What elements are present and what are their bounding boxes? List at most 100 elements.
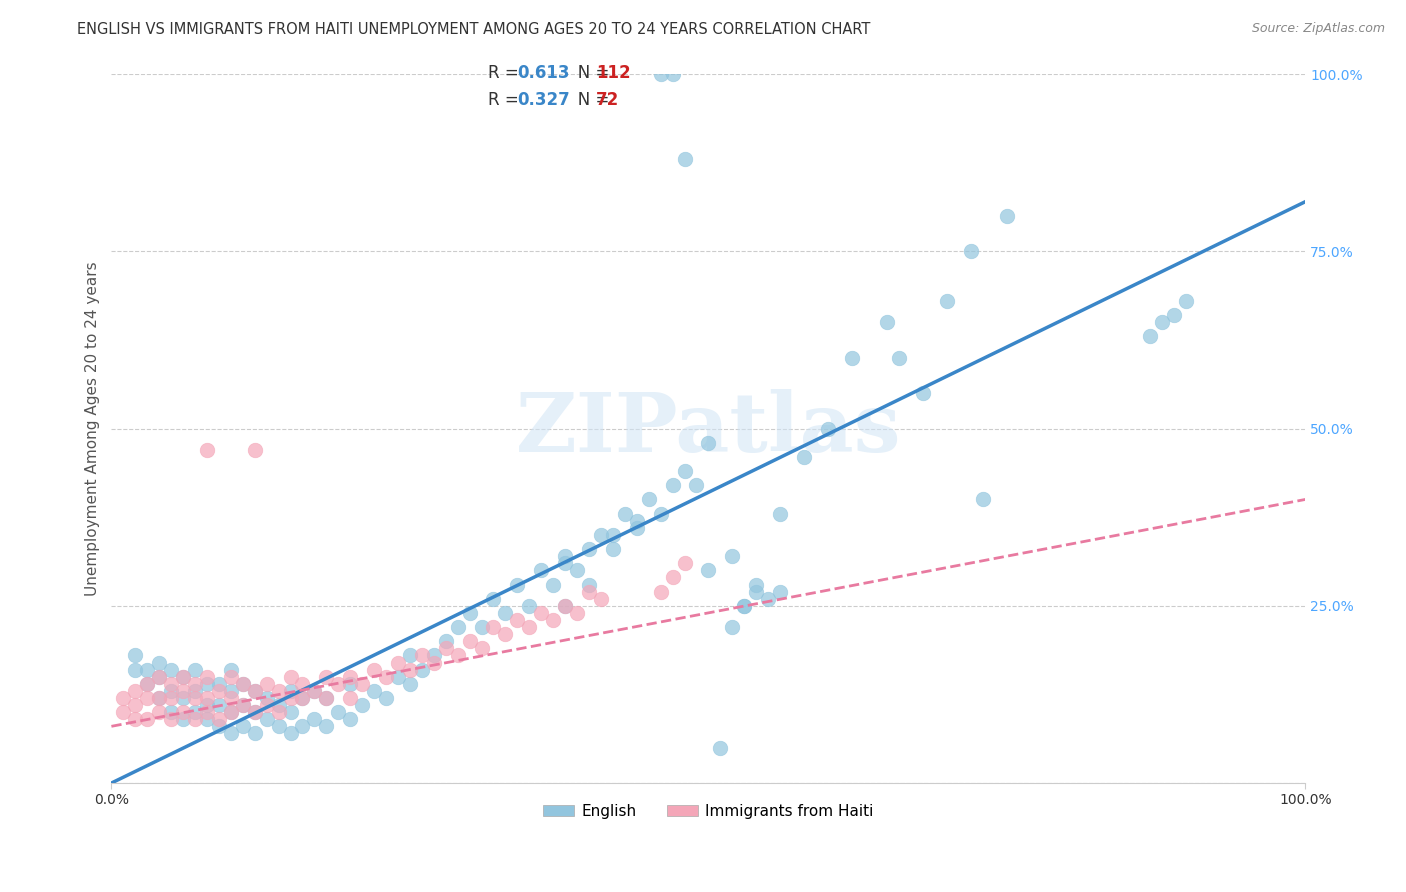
- Point: [423, 648, 446, 663]
- Point: [697, 563, 720, 577]
- Point: [280, 670, 302, 684]
- Point: [756, 591, 779, 606]
- Point: [148, 670, 170, 684]
- Point: [148, 690, 170, 705]
- Point: [232, 677, 254, 691]
- Point: [184, 712, 207, 726]
- Point: [769, 507, 792, 521]
- Point: [352, 677, 374, 691]
- Text: 0.613: 0.613: [517, 64, 569, 82]
- Point: [578, 542, 600, 557]
- Point: [172, 684, 194, 698]
- Point: [160, 712, 183, 726]
- Point: [304, 684, 326, 698]
- Point: [136, 690, 159, 705]
- Y-axis label: Unemployment Among Ages 20 to 24 years: Unemployment Among Ages 20 to 24 years: [86, 261, 100, 596]
- Point: [339, 712, 361, 726]
- Point: [1152, 315, 1174, 329]
- Point: [936, 293, 959, 308]
- Point: [650, 67, 672, 81]
- Point: [124, 684, 146, 698]
- Point: [602, 528, 624, 542]
- Point: [172, 670, 194, 684]
- Point: [554, 549, 576, 563]
- Point: [256, 690, 278, 705]
- Point: [219, 670, 242, 684]
- Point: [184, 705, 207, 719]
- Point: [626, 521, 648, 535]
- Point: [208, 719, 231, 733]
- Point: [650, 507, 672, 521]
- Point: [124, 648, 146, 663]
- Point: [304, 712, 326, 726]
- Point: [889, 351, 911, 365]
- Point: [494, 606, 516, 620]
- Point: [291, 677, 314, 691]
- Point: [470, 620, 492, 634]
- Point: [184, 677, 207, 691]
- Point: [124, 663, 146, 677]
- Text: ENGLISH VS IMMIGRANTS FROM HAITI UNEMPLOYMENT AMONG AGES 20 TO 24 YEARS CORRELAT: ENGLISH VS IMMIGRANTS FROM HAITI UNEMPLO…: [77, 22, 870, 37]
- Point: [506, 613, 529, 627]
- Point: [589, 528, 612, 542]
- Point: [195, 690, 218, 705]
- Point: [565, 606, 588, 620]
- Point: [291, 690, 314, 705]
- Point: [876, 315, 898, 329]
- Point: [578, 584, 600, 599]
- Point: [160, 663, 183, 677]
- Point: [172, 705, 194, 719]
- Point: [447, 648, 470, 663]
- Point: [661, 67, 683, 81]
- Point: [219, 663, 242, 677]
- Point: [530, 563, 553, 577]
- Point: [208, 677, 231, 691]
- Point: [136, 663, 159, 677]
- Text: 112: 112: [596, 64, 631, 82]
- Point: [506, 577, 529, 591]
- Point: [112, 690, 135, 705]
- Point: [315, 690, 337, 705]
- Point: [817, 421, 839, 435]
- Point: [972, 492, 994, 507]
- Point: [148, 690, 170, 705]
- Point: [328, 677, 350, 691]
- Point: [232, 677, 254, 691]
- Text: N =: N =: [562, 64, 614, 82]
- Point: [602, 542, 624, 557]
- Point: [184, 684, 207, 698]
- Point: [184, 663, 207, 677]
- Point: [673, 556, 696, 570]
- Point: [494, 627, 516, 641]
- Point: [195, 677, 218, 691]
- Point: [160, 690, 183, 705]
- Point: [136, 677, 159, 691]
- Point: [232, 719, 254, 733]
- Point: [160, 677, 183, 691]
- Point: [733, 599, 755, 613]
- Point: [339, 677, 361, 691]
- Point: [267, 719, 290, 733]
- Point: [423, 656, 446, 670]
- Point: [661, 570, 683, 584]
- Point: [124, 698, 146, 712]
- Point: [554, 599, 576, 613]
- Point: [315, 719, 337, 733]
- Point: [243, 442, 266, 457]
- Point: [530, 606, 553, 620]
- Text: 72: 72: [596, 91, 620, 109]
- Point: [697, 435, 720, 450]
- Point: [565, 563, 588, 577]
- Point: [219, 705, 242, 719]
- Point: [112, 705, 135, 719]
- Point: [172, 670, 194, 684]
- Point: [148, 656, 170, 670]
- Point: [375, 690, 398, 705]
- Point: [1139, 329, 1161, 343]
- Point: [232, 698, 254, 712]
- Point: [995, 209, 1018, 223]
- Text: N =: N =: [562, 91, 614, 109]
- Point: [387, 656, 409, 670]
- Point: [280, 726, 302, 740]
- Point: [637, 492, 659, 507]
